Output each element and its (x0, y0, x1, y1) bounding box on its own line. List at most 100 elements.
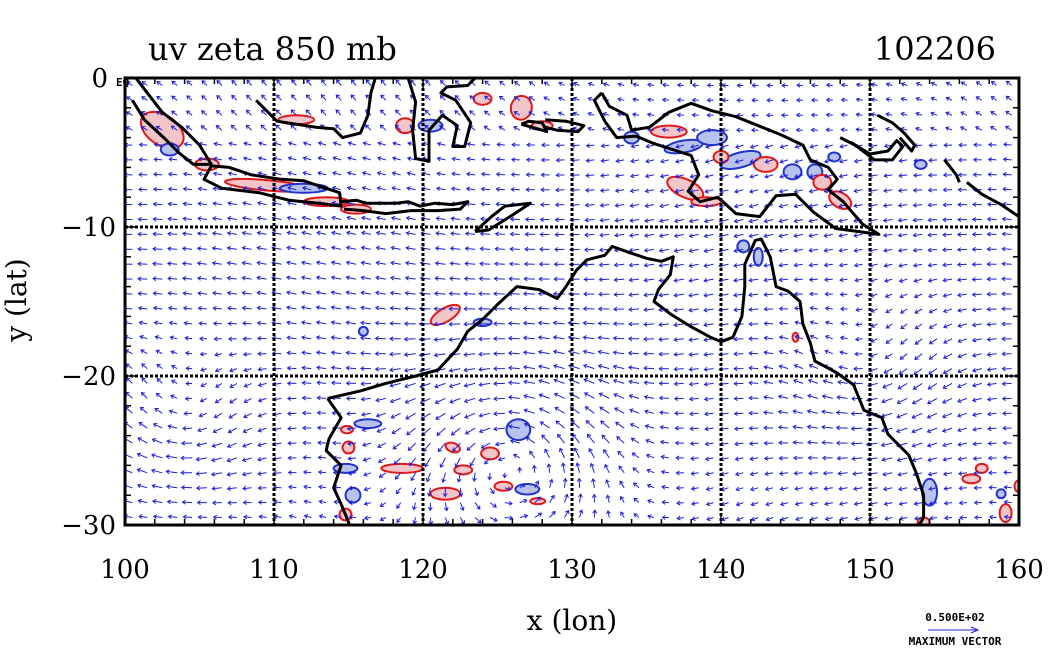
wind-vector (957, 293, 967, 296)
wind-vector (854, 159, 863, 163)
wind-vector (413, 517, 417, 524)
wind-vector-head (763, 379, 768, 385)
wind-vector (825, 517, 833, 520)
wind-vector-head (463, 367, 468, 373)
wind-vector (331, 231, 342, 235)
wind-vector (646, 454, 655, 459)
wind-vector-head (778, 248, 783, 253)
wind-vector (765, 487, 774, 490)
wind-vector-head (198, 321, 203, 326)
wind-vector (320, 109, 327, 116)
wind-vector (156, 96, 163, 101)
wind-vector (459, 502, 464, 511)
wind-vector-head (850, 411, 855, 417)
wind-vector-head (138, 142, 143, 148)
wind-vector (349, 516, 357, 518)
wind-vector-head (674, 425, 679, 431)
wind-vector (823, 472, 833, 474)
wind-vector (659, 293, 669, 296)
wind-vector (945, 112, 953, 116)
wind-vector-head (229, 368, 234, 373)
wind-vector (778, 411, 789, 414)
wind-vector (558, 82, 565, 86)
wind-vector (272, 217, 282, 220)
wind-vector (449, 338, 461, 341)
wind-vector-head (988, 514, 994, 520)
wind-vector (272, 322, 282, 325)
wind-vector-head (439, 79, 445, 85)
wind-vector-head (450, 431, 456, 436)
wind-vector-head (390, 414, 395, 419)
wind-vector-head (643, 351, 648, 357)
wind-vector-head (509, 216, 515, 222)
wind-vector (287, 367, 297, 370)
wind-vector-head (303, 484, 308, 490)
wind-vector (929, 144, 938, 147)
wind-vector (510, 248, 520, 250)
wind-vector (629, 395, 640, 399)
wind-vector-head (302, 455, 307, 460)
wind-vector (271, 276, 282, 280)
wind-vector-head (185, 365, 190, 371)
wind-vector-head (617, 97, 622, 102)
wind-vector-head (945, 96, 950, 101)
wind-vector (749, 263, 759, 267)
wind-vector (499, 110, 506, 116)
wind-vector-head (395, 79, 400, 84)
wind-vector-head (613, 292, 618, 297)
wind-vector (1005, 125, 1012, 131)
wind-vector (943, 338, 953, 344)
wind-vector-head (838, 233, 843, 238)
wind-vector-head (345, 395, 351, 401)
wind-vector-head (499, 80, 504, 85)
wind-vector-head (628, 262, 633, 268)
wind-vector (644, 278, 655, 281)
wind-vector-head (986, 201, 992, 207)
wind-vector (361, 261, 371, 265)
wind-vector (735, 472, 744, 476)
wind-vector (957, 412, 968, 417)
wind-vector-head (538, 364, 543, 370)
wind-vector-head (794, 320, 799, 326)
wind-vector-head (971, 337, 977, 343)
wind-vector-head (882, 233, 888, 238)
wind-vector (407, 157, 416, 161)
wind-vector-head (552, 335, 558, 340)
wind-vector (168, 203, 178, 206)
wind-vector-head (674, 410, 679, 416)
wind-vector-head (228, 156, 233, 162)
wind-vector-head (214, 399, 220, 404)
wind-vector-head (185, 125, 191, 130)
wind-vector (839, 487, 848, 490)
wind-vector (301, 306, 312, 310)
wind-vector (347, 202, 357, 206)
wind-vector (779, 248, 789, 252)
wind-vector-head (704, 411, 709, 417)
wind-vector-head (392, 445, 397, 450)
wind-vector (927, 412, 938, 419)
wind-vector (141, 392, 148, 399)
wind-vector (258, 412, 267, 417)
wind-vector-head (853, 173, 858, 179)
wind-vector (361, 291, 371, 295)
wind-vector-head (463, 321, 468, 327)
wind-vector (898, 472, 908, 476)
wind-vector (390, 307, 401, 310)
positive-vorticity-contour (340, 424, 354, 435)
wind-vector-head (647, 514, 652, 519)
wind-vector (140, 349, 148, 355)
wind-vector (497, 143, 505, 146)
wind-vector-head (689, 173, 695, 179)
wind-vector-head (628, 393, 634, 399)
wind-vector-head (899, 293, 904, 299)
wind-vector-head (793, 363, 799, 369)
wind-vector (987, 338, 997, 341)
wind-vector (779, 336, 789, 340)
wind-vector (779, 204, 789, 208)
wind-vector (212, 217, 222, 220)
wind-vector (659, 263, 669, 267)
wind-vector-head (1005, 125, 1010, 130)
wind-vector-head (318, 484, 323, 490)
wind-vector-head (436, 171, 441, 177)
wind-vector (450, 232, 461, 235)
